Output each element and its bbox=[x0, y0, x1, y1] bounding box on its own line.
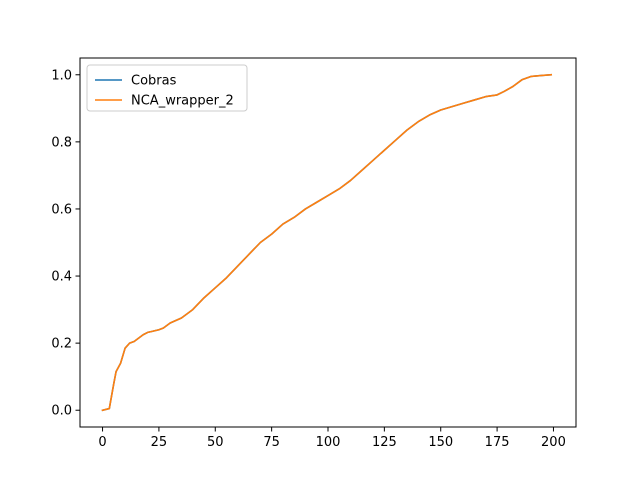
legend-label-2: NCA_wrapper_2 bbox=[131, 94, 234, 109]
x-tick-label: 50 bbox=[207, 435, 224, 450]
x-tick-label: 200 bbox=[541, 435, 566, 450]
x-tick-label: 150 bbox=[428, 435, 453, 450]
x-tick-label: 100 bbox=[316, 435, 341, 450]
x-tick-label: 175 bbox=[485, 435, 510, 450]
x-tick-label: 0 bbox=[98, 435, 106, 450]
x-tick-label: 125 bbox=[372, 435, 397, 450]
y-tick-label: 0.8 bbox=[51, 135, 72, 150]
x-tick-label: 75 bbox=[263, 435, 280, 450]
y-tick-label: 0.4 bbox=[51, 270, 72, 285]
legend-box bbox=[86, 64, 248, 112]
legend-label-1: Cobras bbox=[131, 74, 177, 89]
x-tick-label: 25 bbox=[151, 435, 168, 450]
y-tick-label: 0.2 bbox=[51, 337, 72, 352]
y-tick-label: 1.0 bbox=[51, 68, 72, 83]
y-tick-label: 0.0 bbox=[51, 404, 72, 419]
axes: 0 25 50 75 100 125 150 175 200 0.0 0.2 0.4 0.6 0.8 1.0 bbox=[51, 57, 577, 450]
plot-area bbox=[101, 73, 553, 412]
legend: Cobras NCA_wrapper_2 bbox=[86, 64, 248, 112]
y-tick-label: 0.6 bbox=[51, 202, 72, 217]
series-line-2 bbox=[101, 73, 553, 412]
